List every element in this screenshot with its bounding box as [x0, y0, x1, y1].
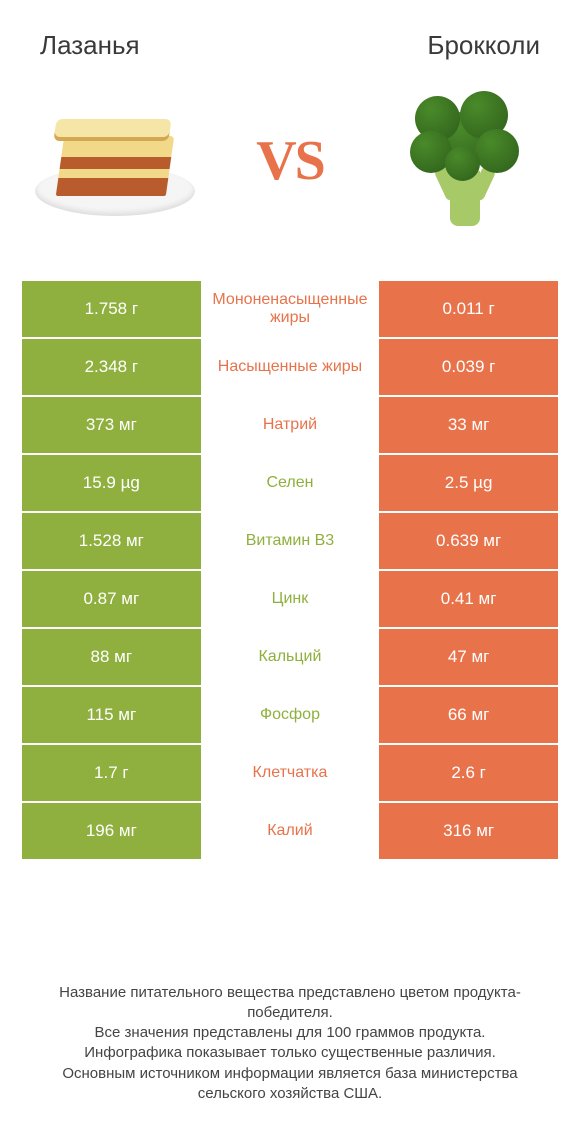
footer-line: Инфографика показывает только существенн…: [84, 1044, 496, 1061]
left-value: 115 мг: [22, 687, 201, 743]
left-value: 2.348 г: [22, 339, 201, 395]
table-row: 2.348 гНасыщенные жиры0.039 г: [22, 339, 558, 395]
nutrient-label: Кальций: [201, 629, 380, 685]
left-value: 1.7 г: [22, 745, 201, 801]
table-row: 1.7 гКлетчатка2.6 г: [22, 745, 558, 801]
right-product-title: Брокколи: [427, 30, 540, 61]
broccoli-image: [380, 86, 550, 236]
footer-line: Все значения представлены для 100 граммо…: [95, 1024, 486, 1041]
right-value: 316 мг: [379, 803, 558, 859]
nutrient-label: Натрий: [201, 397, 380, 453]
footer-line: Название питательного вещества представл…: [59, 984, 521, 1021]
images-row: VS: [0, 71, 580, 271]
left-value: 15.9 µg: [22, 455, 201, 511]
right-value: 0.639 мг: [379, 513, 558, 569]
table-row: 1.528 мгВитамин B30.639 мг: [22, 513, 558, 569]
nutrient-label: Калий: [201, 803, 380, 859]
nutrient-label: Клетчатка: [201, 745, 380, 801]
comparison-table: 1.758 гМононенасыщенные жиры0.011 г2.348…: [22, 281, 558, 859]
left-value: 373 мг: [22, 397, 201, 453]
table-row: 15.9 µgСелен2.5 µg: [22, 455, 558, 511]
table-row: 0.87 мгЦинк0.41 мг: [22, 571, 558, 627]
nutrient-label: Селен: [201, 455, 380, 511]
left-value: 0.87 мг: [22, 571, 201, 627]
left-product-title: Лазанья: [40, 30, 140, 61]
right-value: 0.41 мг: [379, 571, 558, 627]
nutrient-label: Фосфор: [201, 687, 380, 743]
left-value: 1.758 г: [22, 281, 201, 337]
nutrient-label: Витамин B3: [201, 513, 380, 569]
header: Лазанья Брокколи: [0, 0, 580, 71]
table-row: 115 мгФосфор66 мг: [22, 687, 558, 743]
left-value: 88 мг: [22, 629, 201, 685]
lasagna-image: [30, 86, 200, 236]
nutrient-label: Насыщенные жиры: [201, 339, 380, 395]
right-value: 2.6 г: [379, 745, 558, 801]
nutrient-label: Мононенасыщенные жиры: [201, 281, 380, 337]
table-row: 373 мгНатрий33 мг: [22, 397, 558, 453]
left-value: 196 мг: [22, 803, 201, 859]
table-row: 88 мгКальций47 мг: [22, 629, 558, 685]
footer-notes: Название питательного вещества представл…: [30, 983, 550, 1105]
nutrient-label: Цинк: [201, 571, 380, 627]
right-value: 47 мг: [379, 629, 558, 685]
right-value: 33 мг: [379, 397, 558, 453]
right-value: 0.011 г: [379, 281, 558, 337]
footer-line: Основным источником информации является …: [62, 1065, 517, 1102]
table-row: 1.758 гМононенасыщенные жиры0.011 г: [22, 281, 558, 337]
right-value: 2.5 µg: [379, 455, 558, 511]
table-row: 196 мгКалий316 мг: [22, 803, 558, 859]
vs-label: VS: [256, 129, 324, 193]
right-value: 66 мг: [379, 687, 558, 743]
left-value: 1.528 мг: [22, 513, 201, 569]
right-value: 0.039 г: [379, 339, 558, 395]
